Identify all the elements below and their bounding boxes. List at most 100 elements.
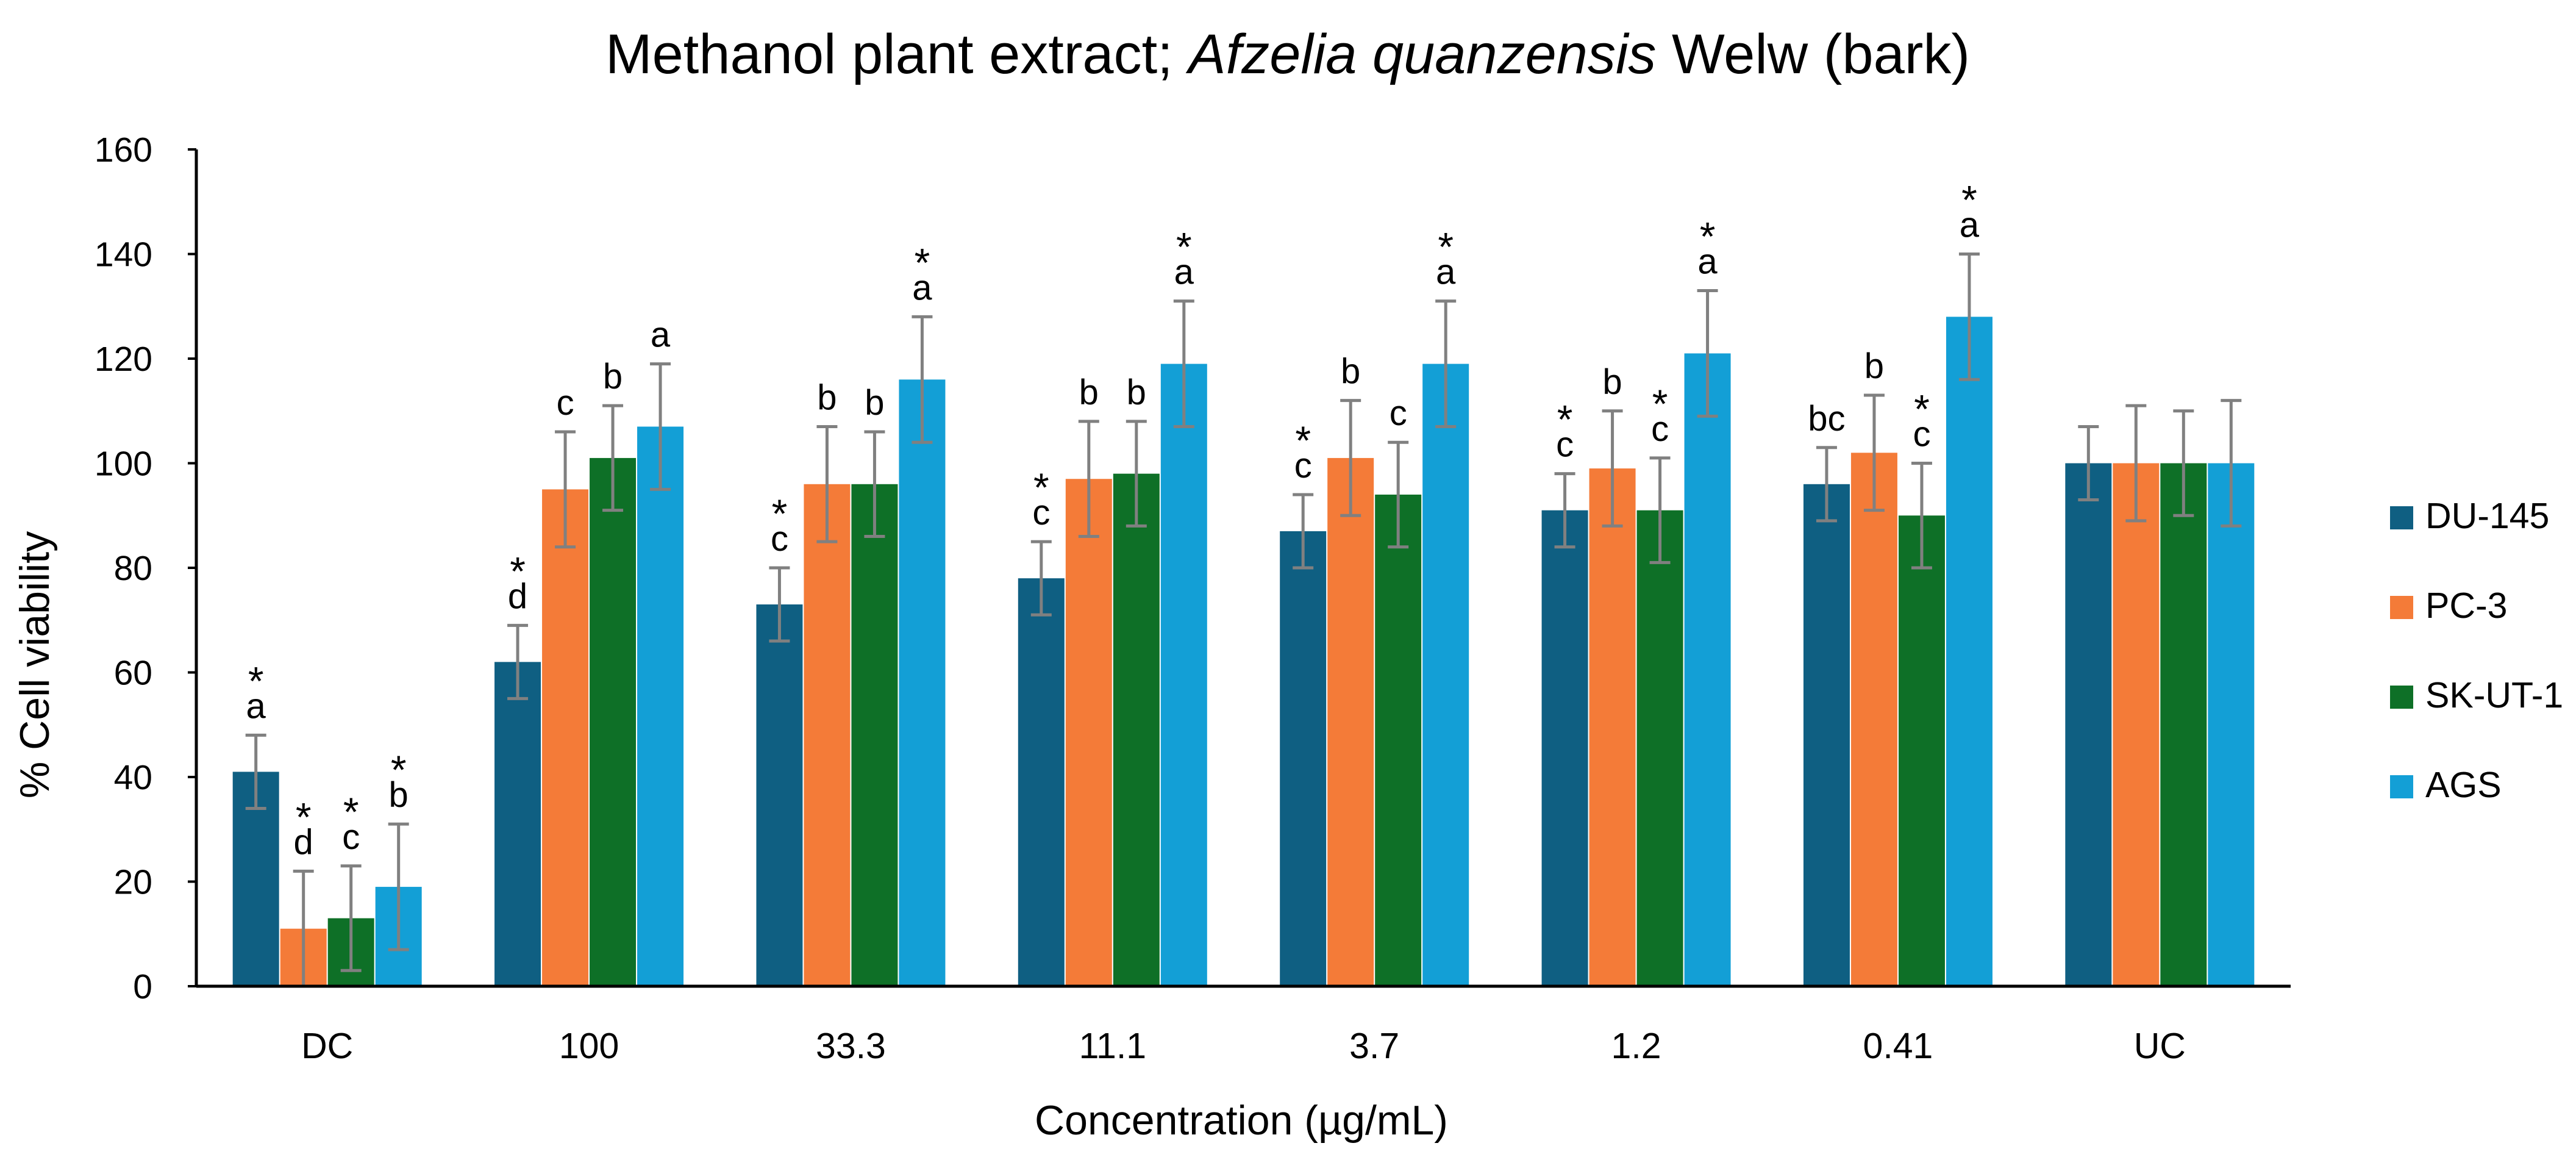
x-category-label-4: 3.7 <box>1349 1026 1399 1066</box>
bar-pc-3-4 <box>1327 457 1374 986</box>
significance-letter-du-145-4: c <box>1294 446 1312 485</box>
significance-letter-ags-5: a <box>1697 242 1718 282</box>
significance-letter-sk-ut-1-2: b <box>865 383 884 423</box>
bar-pc-3-3 <box>1065 479 1112 986</box>
significance-star-sk-ut-1-6: * <box>1914 387 1930 432</box>
bar-pc-3-5 <box>1589 468 1636 986</box>
bar-ags-6 <box>1946 317 1993 986</box>
bar-sk-ut-1-5 <box>1636 510 1683 986</box>
bar-sk-ut-1-1 <box>590 457 637 986</box>
x-category-label-5: 1.2 <box>1611 1026 1661 1066</box>
bar-du-145-7 <box>2065 463 2112 986</box>
chart-title-prefix: Methanol plant extract; <box>605 23 1188 85</box>
significance-letter-ags-4: a <box>1436 253 1456 292</box>
significance-letter-du-145-3: c <box>1032 493 1050 532</box>
x-category-label-6: 0.41 <box>1863 1026 1933 1066</box>
significance-letter-sk-ut-1-5: c <box>1651 409 1669 449</box>
y-tick-label-80: 80 <box>114 549 152 588</box>
significance-letter-du-145-0: a <box>246 686 266 726</box>
significance-letter-ags-0: b <box>389 775 409 815</box>
significance-letter-pc-3-0: d <box>294 822 313 862</box>
significance-star-du-145-2: * <box>772 491 788 536</box>
x-category-label-7: UC <box>2134 1026 2186 1066</box>
x-category-label-3: 11.1 <box>1079 1026 1146 1066</box>
significance-letter-du-145-2: c <box>771 519 788 559</box>
significance-letter-ags-2: a <box>912 268 932 307</box>
significance-star-sk-ut-1-5: * <box>1652 381 1668 426</box>
y-tick-label-120: 120 <box>95 340 152 379</box>
legend-label-sk-ut-1: SK-UT-1 <box>2425 675 2563 715</box>
bar-pc-3-1 <box>542 489 589 986</box>
bar-pc-3-6 <box>1850 453 1897 986</box>
bar-ags-4 <box>1422 364 1469 986</box>
significance-letter-sk-ut-1-3: b <box>1127 373 1146 412</box>
significance-letter-pc-3-2: b <box>817 378 837 417</box>
y-tick-label-160: 160 <box>95 131 152 170</box>
significance-star-ags-2: * <box>915 240 930 285</box>
chart-title: Methanol plant extract; Afzelia quanzens… <box>605 23 1970 85</box>
y-axis-title: % Cell viability <box>12 531 58 798</box>
bar-du-145-2 <box>756 604 803 986</box>
y-tick-label-60: 60 <box>114 654 152 693</box>
y-tick-label-0: 0 <box>133 967 152 1006</box>
significance-star-ags-4: * <box>1438 224 1454 270</box>
y-tick-label-40: 40 <box>114 758 152 797</box>
significance-star-du-145-3: * <box>1033 465 1049 510</box>
bar-du-145-4 <box>1280 531 1327 986</box>
legend-swatch-du-145 <box>2390 506 2413 529</box>
x-category-label-1: 100 <box>559 1026 619 1066</box>
bar-du-145-1 <box>494 662 541 986</box>
significance-letter-sk-ut-1-1: b <box>603 357 623 396</box>
bar-sk-ut-1-3 <box>1113 473 1160 986</box>
bar-ags-1 <box>637 426 684 986</box>
significance-letter-pc-3-3: b <box>1079 373 1099 412</box>
significance-letter-sk-ut-1-0: c <box>342 817 360 857</box>
bar-du-145-5 <box>1541 510 1588 986</box>
significance-letter-ags-6: a <box>1960 206 1980 245</box>
legend: DU-145 PC-3 SK-UT-1 AGS <box>2390 496 2563 805</box>
significance-star-sk-ut-1-0: * <box>343 789 359 834</box>
legend-label-pc-3: PC-3 <box>2425 586 2507 626</box>
bar-pc-3-2 <box>804 484 851 986</box>
significance-letter-sk-ut-1-4: c <box>1390 393 1407 433</box>
bar-sk-ut-1-6 <box>1898 515 1945 986</box>
y-tick-label-20: 20 <box>114 863 152 902</box>
significance-star-du-145-0: * <box>248 658 264 703</box>
significance-star-du-145-4: * <box>1295 418 1311 463</box>
significance-letter-ags-3: a <box>1174 253 1194 292</box>
significance-letter-ags-1: a <box>651 315 671 355</box>
significance-star-du-145-5: * <box>1557 397 1573 442</box>
significance-star-ags-3: * <box>1176 224 1192 270</box>
bar-ags-2 <box>899 379 946 986</box>
x-axis-title: Concentration (µg/mL) <box>1035 1097 1448 1144</box>
bar-pc-3-7 <box>2113 463 2160 986</box>
chart-title-species: Afzelia quanzensis <box>1185 23 1656 85</box>
legend-label-du-145: DU-145 <box>2425 496 2549 536</box>
significance-star-du-145-1: * <box>510 548 526 593</box>
y-tick-label-140: 140 <box>95 235 152 274</box>
significance-letter-pc-3-5: b <box>1602 362 1622 402</box>
significance-star-ags-0: * <box>391 747 407 792</box>
bar-sk-ut-1-7 <box>2160 463 2207 986</box>
chart-title-suffix: Welw (bark) <box>1656 23 1970 85</box>
significance-letter-pc-3-1: c <box>557 383 574 423</box>
significance-star-ags-6: * <box>1961 177 1977 223</box>
plot-area: a*d*c* c* c* c* bcd*c b bb b bc*bb bc c*c*b*aa* a*a… <box>232 177 2255 988</box>
legend-swatch-ags <box>2390 775 2413 798</box>
legend-label-ags: AGS <box>2425 765 2502 805</box>
bar-ags-3 <box>1160 364 1207 986</box>
significance-letter-du-145-1: d <box>508 576 527 616</box>
x-category-label-2: 33.3 <box>816 1026 886 1066</box>
significance-letter-pc-3-4: b <box>1341 352 1360 392</box>
legend-swatch-sk-ut-1 <box>2390 686 2413 709</box>
bar-sk-ut-1-4 <box>1375 494 1422 986</box>
y-tick-label-100: 100 <box>95 445 152 484</box>
bar-ags-5 <box>1684 353 1731 986</box>
significance-letter-pc-3-6: b <box>1864 346 1884 386</box>
x-category-label-0: DC <box>301 1026 353 1066</box>
significance-letter-sk-ut-1-6: c <box>1913 415 1930 454</box>
bar-ags-7 <box>2208 463 2255 986</box>
significance-star-pc-3-0: * <box>296 794 312 839</box>
